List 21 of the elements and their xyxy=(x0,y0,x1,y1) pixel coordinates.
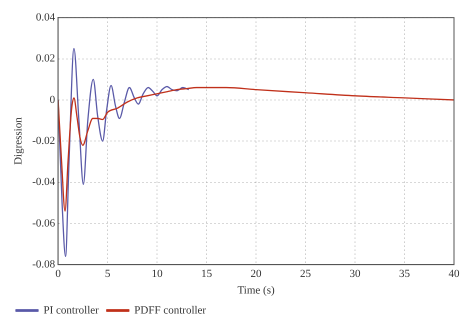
x-tick-label: 10 xyxy=(152,268,164,280)
legend-label: PI controller xyxy=(44,304,100,316)
y-tick-label: -0.06 xyxy=(32,217,56,230)
y-tick-label: 0.04 xyxy=(36,11,56,24)
y-tick-label: -0.02 xyxy=(32,134,56,147)
y-tick-label: 0 xyxy=(50,94,56,106)
y-tick-label: -0.08 xyxy=(32,258,56,270)
y-axis-title: Digression xyxy=(12,116,24,165)
x-axis-title: Time (s) xyxy=(237,284,275,296)
x-tick-label: 15 xyxy=(201,268,213,280)
y-tick-label: -0.04 xyxy=(32,176,56,188)
x-tick-label: 30 xyxy=(350,268,362,280)
x-tick-label: 35 xyxy=(399,268,411,280)
y-tick-label: 0.02 xyxy=(36,52,56,65)
x-tick-label: 40 xyxy=(448,268,460,280)
x-tick-label: 5 xyxy=(104,268,111,280)
x-tick-label: 25 xyxy=(300,268,312,280)
legend-label: PDFF controller xyxy=(134,304,206,316)
x-tick-label: 20 xyxy=(250,268,262,280)
line-series xyxy=(58,48,190,258)
line-series xyxy=(58,86,454,212)
